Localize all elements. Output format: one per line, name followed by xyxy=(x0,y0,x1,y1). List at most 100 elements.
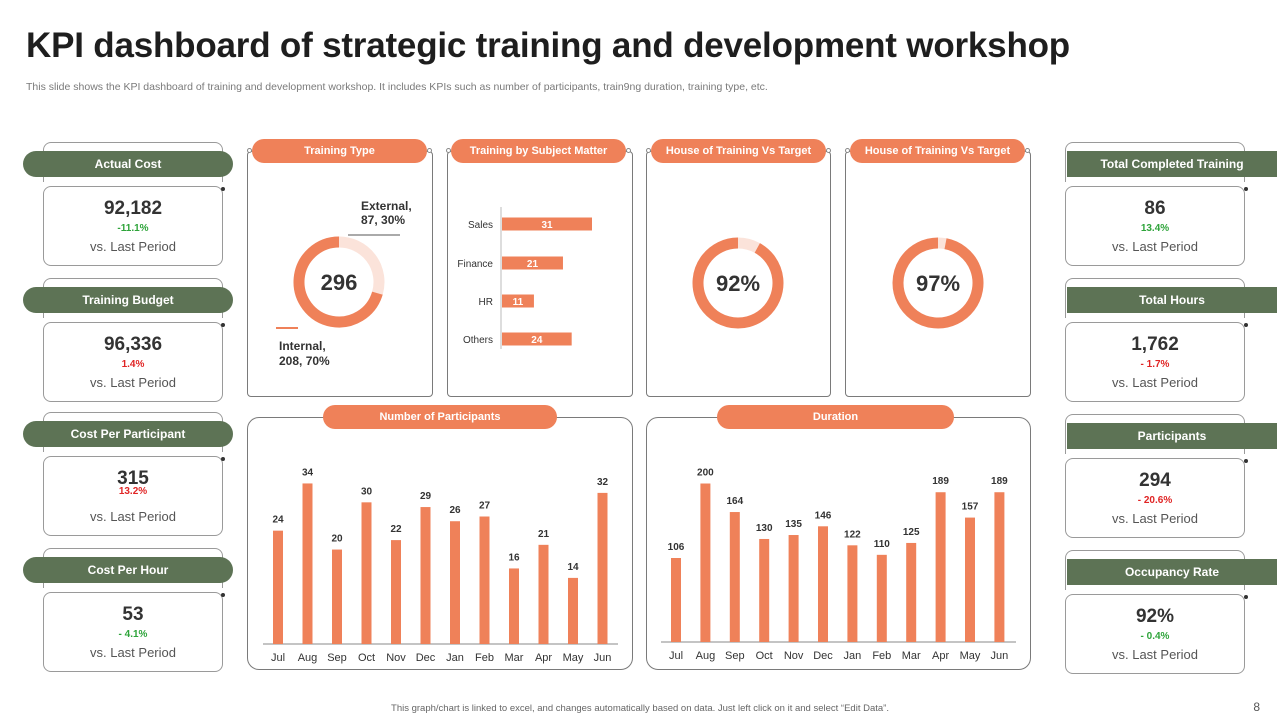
pill-number-of-participants: Number of Participants xyxy=(323,405,557,429)
bar-data-label: 32 xyxy=(597,477,609,488)
target-2-center-label: 97% xyxy=(916,271,960,296)
bar xyxy=(420,507,431,644)
bar-data-label: 34 xyxy=(302,467,314,478)
donut-center-label: 296 xyxy=(321,270,358,295)
kpi-card-cost-per-participant: Cost Per Participant 315 13.2% vs. Last … xyxy=(23,412,255,542)
kpi-change: - 4.1% xyxy=(118,629,148,640)
x-tick-label: May xyxy=(563,652,584,664)
x-tick-label: Mar xyxy=(505,652,524,664)
kpi-period: vs. Last Period xyxy=(1112,375,1198,390)
kpi-label: Actual Cost xyxy=(23,151,233,177)
bar xyxy=(502,332,572,346)
label-external: External, xyxy=(361,199,412,213)
bar xyxy=(302,483,313,644)
bar-data-label: 106 xyxy=(668,542,685,553)
kpi-label: Cost Per Hour xyxy=(23,557,233,583)
kpi-card-total-completed-training: Total Completed Training 86 13.4% vs. La… xyxy=(1045,142,1277,272)
bar xyxy=(509,568,519,644)
label-external-value: 87, 30% xyxy=(361,213,405,227)
kpi-change: - 0.4% xyxy=(1140,631,1170,642)
connector-dot xyxy=(1244,459,1248,463)
kpi-change: 1.4% xyxy=(121,359,145,370)
kpi-period: vs. Last Period xyxy=(90,375,176,390)
bar xyxy=(332,549,342,644)
connector-dot xyxy=(221,323,225,327)
bar xyxy=(273,530,283,644)
x-tick-label: Dec xyxy=(416,652,436,664)
x-tick-label: Aug xyxy=(696,650,716,662)
panel-subject-matter: Sales 31 Finance 21 HR 11 Others 24 xyxy=(447,151,633,397)
bar xyxy=(671,558,681,642)
bar xyxy=(391,540,401,644)
bar xyxy=(847,545,858,642)
bar xyxy=(729,512,740,642)
bar xyxy=(818,526,828,642)
bar-data-label: 125 xyxy=(903,527,920,538)
bar-data-label: 21 xyxy=(538,529,550,540)
bar xyxy=(479,516,490,644)
x-tick-label: Jun xyxy=(991,650,1009,662)
kpi-period: vs. Last Period xyxy=(1112,511,1198,526)
x-tick-label: Aug xyxy=(298,652,318,664)
kpi-value: 315 xyxy=(117,468,149,489)
kpi-period: vs. Last Period xyxy=(90,239,176,254)
x-tick-label: Apr xyxy=(535,652,552,664)
y-tick-label: HR xyxy=(479,297,493,308)
bar xyxy=(700,483,711,642)
bar xyxy=(906,542,917,642)
slice-external xyxy=(338,236,385,295)
bar xyxy=(935,492,946,642)
bar-data-label: 31 xyxy=(541,220,553,231)
x-tick-label: Oct xyxy=(756,650,773,662)
bar-data-label: 27 xyxy=(479,501,491,512)
bar-data-label: 135 xyxy=(785,519,802,530)
kpi-label: Total Hours xyxy=(1067,287,1277,313)
label-internal-value: 208, 70% xyxy=(279,354,330,368)
bar xyxy=(502,294,534,308)
kpi-label: Training Budget xyxy=(23,287,233,313)
pill-duration: Duration xyxy=(717,405,954,429)
connector-dot xyxy=(221,593,225,597)
kpi-change: 13.2% xyxy=(118,486,148,497)
bar-data-label: 20 xyxy=(331,534,343,545)
kpi-card-participants: Participants 294 - 20.6% vs. Last Period xyxy=(1045,414,1277,544)
kpi-change: - 20.6% xyxy=(1137,495,1173,506)
connector-dot xyxy=(221,187,225,191)
x-tick-label: Sep xyxy=(327,652,347,664)
bar xyxy=(502,256,563,270)
panel-number-of-participants: 24 Jul 34 Aug 20 Sep 30 Oct 22 Nov 29 Dec 26 Jan 27 Feb… xyxy=(247,417,633,670)
bar-data-label: 157 xyxy=(962,502,979,513)
kpi-card-total-hours: Total Hours 1,762 - 1.7% vs. Last Period xyxy=(1045,278,1277,408)
bar xyxy=(361,502,372,644)
bar xyxy=(568,577,578,644)
footer-note: This graph/chart is linked to excel, and… xyxy=(391,703,889,714)
kpi-card-training-budget: Training Budget 96,336 1.4% vs. Last Per… xyxy=(23,278,255,408)
kpi-period: vs. Last Period xyxy=(90,645,176,660)
training-type-donut: 296 External,87, 30% Internal,208, 70% xyxy=(276,199,412,368)
x-tick-label: Nov xyxy=(386,652,406,664)
x-tick-label: Jun xyxy=(594,652,612,664)
kpi-change: 13.4% xyxy=(1140,223,1170,234)
bar-data-label: 24 xyxy=(272,515,284,526)
x-tick-label: Oct xyxy=(358,652,375,664)
page-number: 8 xyxy=(1253,700,1260,714)
bar xyxy=(994,492,1005,642)
kpi-value: 96,336 xyxy=(103,334,163,355)
duration-bar-chart: 106 Jul 200 Aug 164 Sep 130 Oct 135 Nov 146 Dec 122 J… xyxy=(661,468,1016,662)
y-tick-label: Sales xyxy=(468,220,493,231)
subject-matter-bar-chart: Sales 31 Finance 21 HR 11 Others 24 xyxy=(457,207,592,349)
kpi-card-cost-per-hour: Cost Per Hour 53 - 4.1% vs. Last Period xyxy=(23,548,255,678)
bar-data-label: 122 xyxy=(844,529,861,540)
bar xyxy=(597,492,608,644)
bar-data-label: 24 xyxy=(531,335,543,346)
kpi-period: vs. Last Period xyxy=(1112,647,1198,662)
bar-data-label: 11 xyxy=(513,297,524,308)
bar-data-label: 16 xyxy=(508,552,520,563)
bar xyxy=(759,538,770,642)
x-tick-label: Mar xyxy=(902,650,921,662)
x-tick-label: Jan xyxy=(446,652,464,664)
kpi-value: 53 xyxy=(122,604,144,625)
bar-data-label: 200 xyxy=(697,468,714,479)
slice-internal xyxy=(293,236,383,328)
target-2-slice-main xyxy=(892,237,984,329)
